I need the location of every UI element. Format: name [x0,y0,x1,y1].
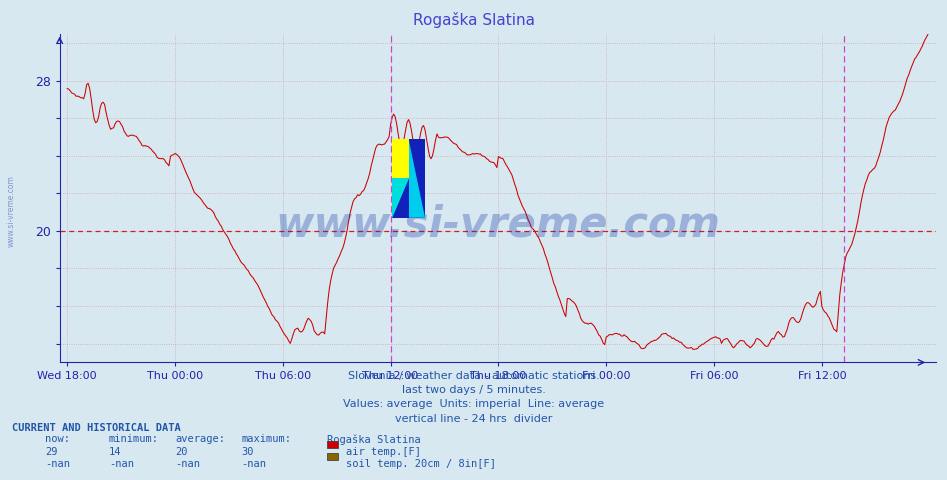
Text: vertical line - 24 hrs  divider: vertical line - 24 hrs divider [395,414,552,424]
Bar [392,178,408,218]
Bar [408,139,425,218]
Text: CURRENT AND HISTORICAL DATA: CURRENT AND HISTORICAL DATA [12,423,181,433]
Polygon shape [392,178,408,218]
Polygon shape [392,178,408,218]
Text: www.si-vreme.com: www.si-vreme.com [7,175,16,247]
Text: 20: 20 [175,447,188,457]
Bar [392,139,408,178]
Text: average:: average: [175,434,225,444]
Text: www.si-vreme.com: www.si-vreme.com [276,204,720,245]
Text: Slovenia / weather data - automatic stations.: Slovenia / weather data - automatic stat… [348,371,599,381]
Text: soil temp. 20cm / 8in[F]: soil temp. 20cm / 8in[F] [346,459,495,469]
Polygon shape [392,139,408,178]
Text: -nan: -nan [241,459,266,469]
Text: 29: 29 [45,447,58,457]
Text: 14: 14 [109,447,121,457]
Text: -nan: -nan [175,459,200,469]
Text: 30: 30 [241,447,254,457]
Text: now:: now: [45,434,70,444]
Text: minimum:: minimum: [109,434,159,444]
Polygon shape [408,139,425,218]
Text: last two days / 5 minutes.: last two days / 5 minutes. [402,385,545,395]
Text: Values: average  Units: imperial  Line: average: Values: average Units: imperial Line: av… [343,399,604,409]
Text: -nan: -nan [45,459,70,469]
Text: Rogaška Slatina: Rogaška Slatina [413,12,534,28]
Text: maximum:: maximum: [241,434,292,444]
Polygon shape [392,139,408,218]
Text: Rogaška Slatina: Rogaška Slatina [327,434,420,445]
Text: -nan: -nan [109,459,134,469]
Text: air temp.[F]: air temp.[F] [346,447,420,457]
